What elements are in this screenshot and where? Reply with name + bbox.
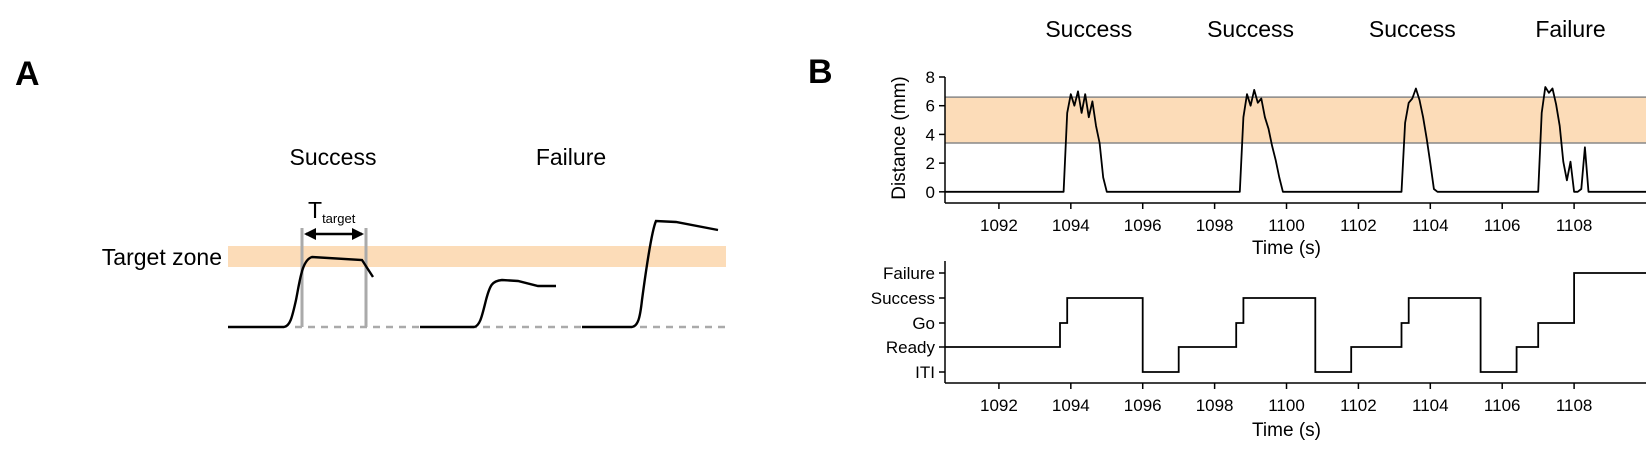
distance-x-tick-label-2: 1096 — [1124, 216, 1162, 235]
state-trace — [945, 272, 1646, 373]
trial-label-0: Success — [1045, 16, 1132, 42]
target-zone-label: Target zone — [102, 244, 222, 270]
state-chart: 1092 1094 1096 1098 1100 1102 1104 1106 1108 ITI… — [871, 261, 1646, 441]
target-zone-area — [945, 97, 1646, 144]
state-y-ticks: ITI Ready Go Success Failure — [871, 264, 945, 382]
distance-y-tick-label-1: 2 — [926, 154, 935, 173]
distance-x-tick-label-5: 1102 — [1340, 216, 1377, 235]
trial-label-2: Success — [1369, 16, 1456, 42]
state-x-tick-label-8: 1108 — [1556, 396, 1593, 415]
state-x-tick-label-6: 1104 — [1412, 396, 1449, 415]
panel-b: B Success Success Success Failure 1092 1094 1… — [808, 16, 1646, 441]
state-x-tick-label-2: 1096 — [1124, 396, 1162, 415]
panel-b-letter: B — [808, 53, 833, 91]
state-x-tick-label-3: 1098 — [1196, 396, 1234, 415]
trace-success — [228, 255, 375, 329]
distance-y-label: Distance (mm) — [889, 76, 910, 200]
state-x-tick-label-5: 1102 — [1340, 396, 1377, 415]
state-x-ticks: 1092 1094 1096 1098 1100 1102 1104 1106 1108 — [980, 383, 1592, 415]
trial-label-1: Success — [1207, 16, 1294, 42]
distance-x-tick-label-0: 1092 — [980, 216, 1018, 235]
distance-chart: Success Success Success Failure 1092 1094 109… — [889, 16, 1646, 259]
ttarget-sub: target — [322, 211, 356, 226]
trace-failure-overshoot — [582, 219, 719, 329]
target-zone-band — [228, 246, 726, 267]
trial-label-3: Failure — [1535, 16, 1605, 42]
ttarget-main: T — [308, 197, 322, 223]
state-label-success: Success — [871, 289, 935, 308]
success-label: Success — [290, 144, 377, 170]
panel-a: A Target zone Success Failure Ttarget — [15, 55, 728, 329]
state-x-label: Time (s) — [1252, 420, 1321, 441]
distance-trace — [945, 86, 1646, 193]
state-label-ready: Ready — [886, 338, 936, 357]
distance-y-tick-label-0: 0 — [926, 183, 935, 202]
state-x-tick-label-4: 1100 — [1268, 396, 1305, 415]
ttarget-label: Ttarget — [308, 197, 356, 226]
distance-x-label: Time (s) — [1252, 238, 1321, 259]
distance-x-tick-label-4: 1100 — [1268, 216, 1305, 235]
distance-x-tick-label-1: 1094 — [1052, 216, 1090, 235]
trial-outcome-labels: Success Success Success Failure — [1045, 16, 1605, 42]
distance-y-tick-label-3: 6 — [926, 97, 935, 116]
state-label-go: Go — [912, 314, 935, 333]
distance-x-tick-label-8: 1108 — [1556, 216, 1593, 235]
distance-x-tick-label-6: 1104 — [1412, 216, 1449, 235]
distance-y-tick-label-4: 8 — [926, 68, 935, 87]
ttarget-arrowhead-right — [352, 228, 364, 240]
failure-label: Failure — [536, 144, 606, 170]
state-label-failure: Failure — [883, 264, 935, 283]
distance-y-ticks: 0 2 4 6 8 — [926, 68, 945, 202]
trace-failure-short — [420, 278, 556, 329]
state-label-iti: ITI — [915, 363, 935, 382]
ttarget-arrowhead-left — [304, 228, 316, 240]
panel-a-letter: A — [15, 55, 40, 93]
state-x-tick-label-0: 1092 — [980, 396, 1018, 415]
distance-y-tick-label-2: 4 — [926, 125, 935, 144]
distance-x-tick-label-7: 1106 — [1484, 216, 1521, 235]
distance-x-ticks: 1092 1094 1096 1098 1100 1102 1104 1106 1108 — [980, 203, 1592, 235]
state-x-tick-label-1: 1094 — [1052, 396, 1090, 415]
state-x-tick-label-7: 1106 — [1484, 396, 1521, 415]
distance-x-tick-label-3: 1098 — [1196, 216, 1234, 235]
